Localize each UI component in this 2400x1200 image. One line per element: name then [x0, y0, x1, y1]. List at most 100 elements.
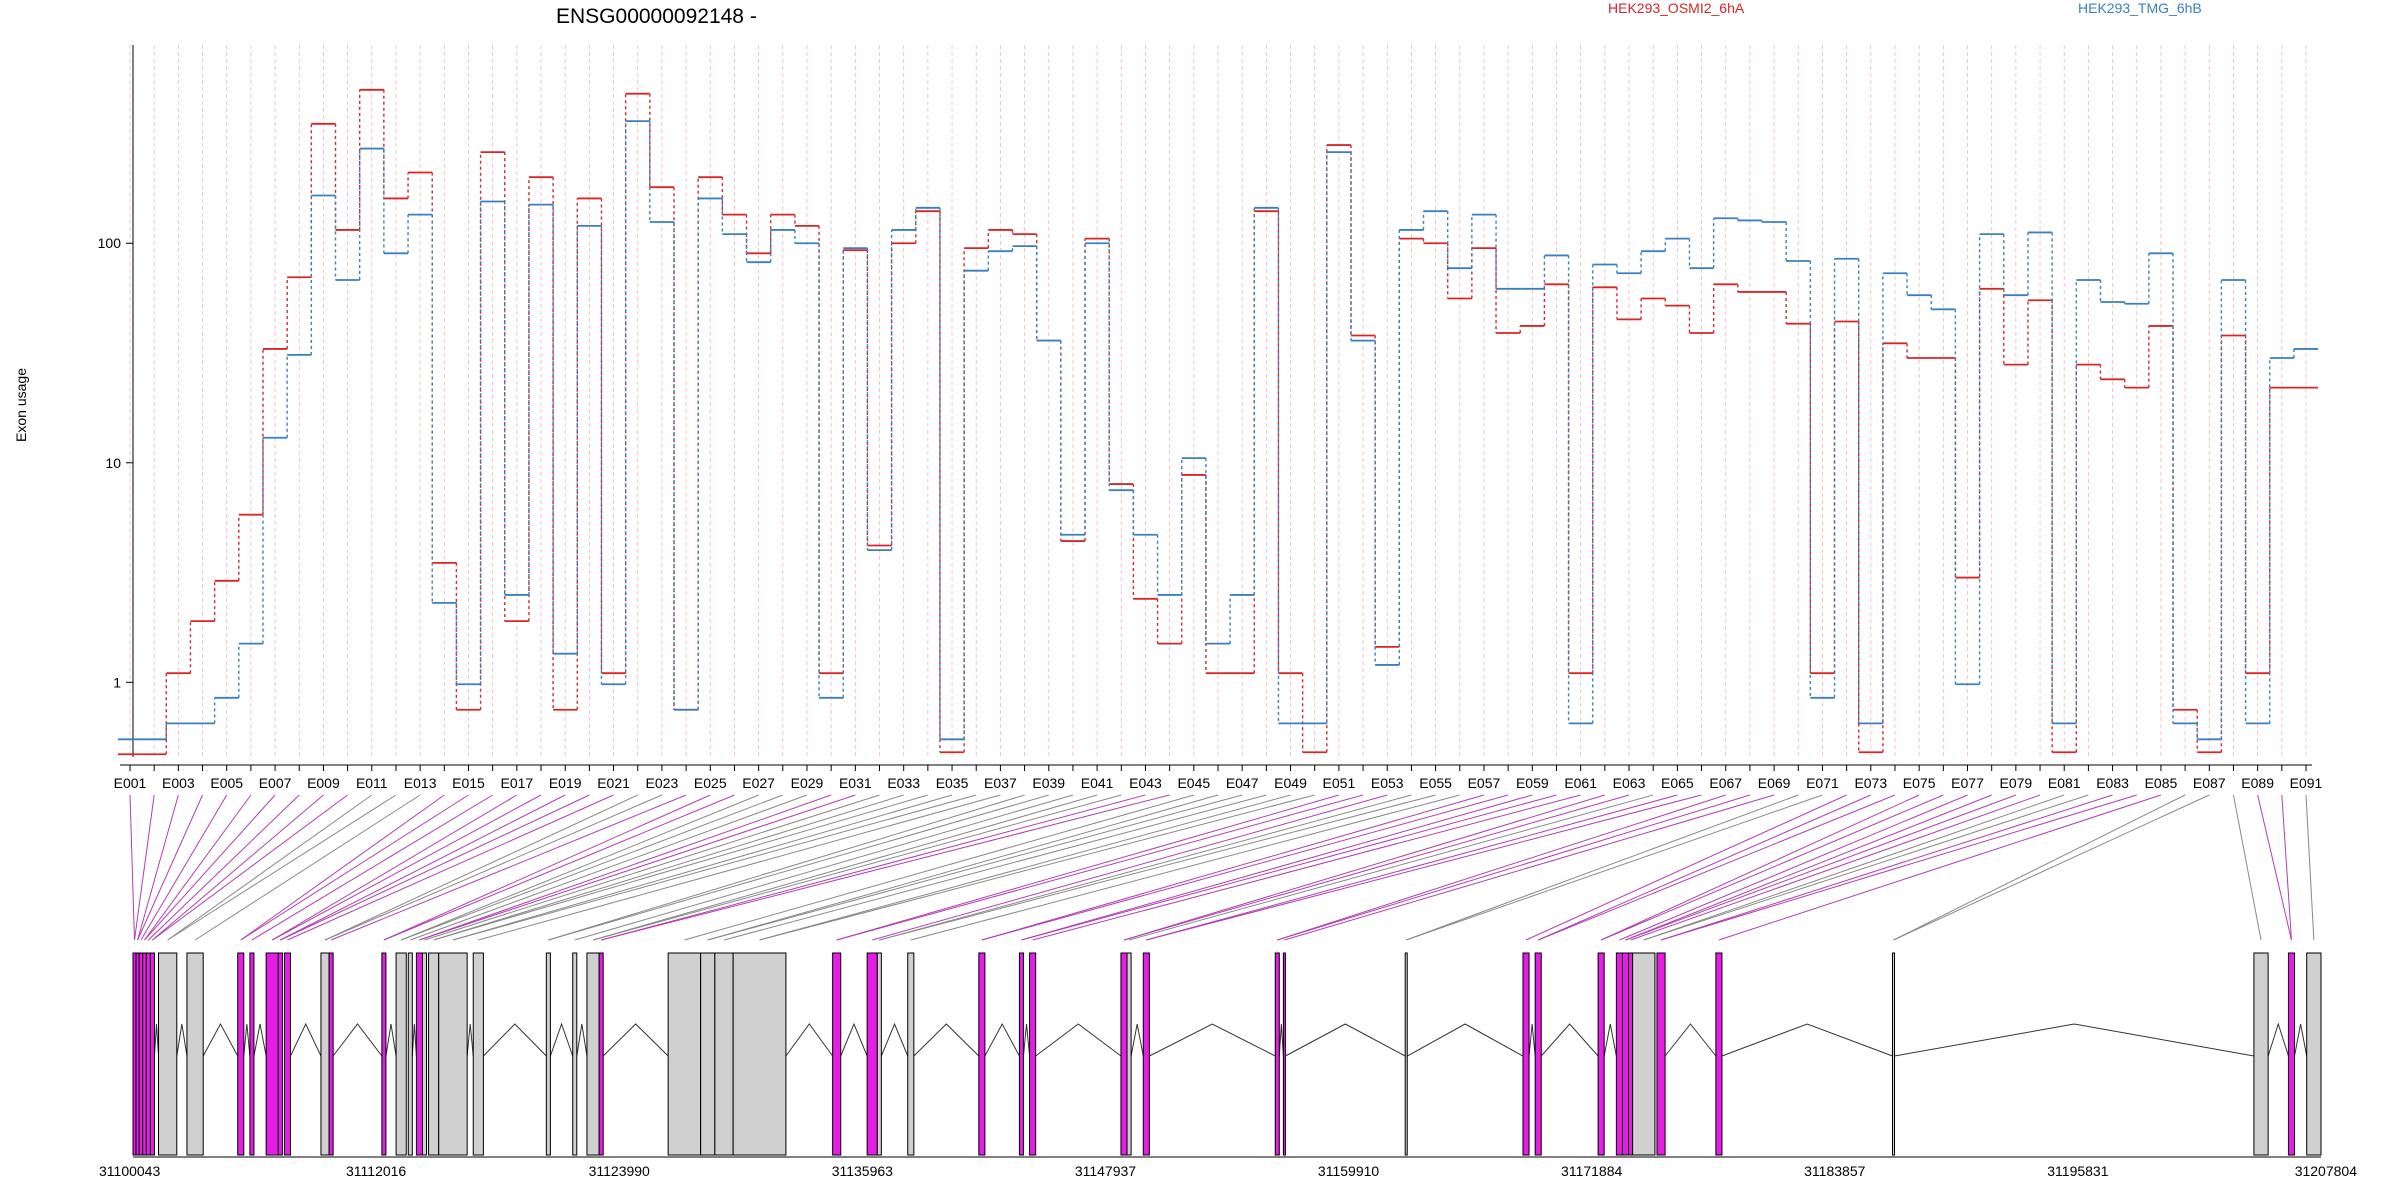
- x-tick-label: E041: [1081, 775, 1114, 791]
- exon-block: [158, 952, 178, 1156]
- exon-link: [1643, 794, 2089, 941]
- exon-block: [1274, 952, 1280, 1156]
- x-tick-label: E079: [2000, 775, 2033, 791]
- exon-link: [167, 794, 373, 941]
- intron-line: [913, 1023, 980, 1057]
- genomic-tick-label: 31171884: [1561, 1163, 1622, 1179]
- x-tick-label: E045: [1177, 775, 1210, 791]
- exon-link: [240, 794, 469, 941]
- exon-link: [478, 794, 1001, 941]
- exon-link: [140, 794, 228, 941]
- exon-link: [137, 794, 179, 941]
- exon-link: [152, 794, 324, 941]
- x-tick-label: E013: [404, 775, 437, 791]
- exon-link: [879, 794, 1412, 941]
- x-tick-label: E017: [500, 775, 533, 791]
- exon-block: [545, 952, 551, 1156]
- exon-link: [1718, 794, 2162, 941]
- x-tick-label: E071: [1806, 775, 1839, 791]
- exon-block: [421, 952, 428, 1156]
- exon-link: [1538, 794, 1896, 941]
- exon-link: [280, 794, 566, 941]
- exon-link: [981, 794, 1509, 941]
- exon-link: [144, 794, 276, 941]
- x-axis: E001 E003 E005 E007 E009 E011 E013 E015 E017 E019…: [114, 764, 2323, 791]
- exon-link: [137, 794, 203, 941]
- exon-block: [472, 952, 484, 1156]
- exon-link: [2281, 794, 2292, 941]
- exon-link: [601, 794, 1170, 941]
- exon-link: [167, 794, 397, 941]
- x-tick-label: E035: [936, 775, 969, 791]
- intron-line: [1149, 1023, 1276, 1057]
- exon-link: [400, 794, 783, 941]
- exon-block: [1404, 952, 1408, 1156]
- exon-block: [2287, 952, 2296, 1156]
- exon-link: [910, 794, 1460, 941]
- intron-line: [840, 1022, 868, 1057]
- exon-link: [433, 794, 904, 941]
- exon-link: [2305, 794, 2315, 941]
- exon-block: [2253, 952, 2269, 1156]
- exon-link: [1893, 794, 2210, 941]
- x-tick-label: E057: [1468, 775, 1501, 791]
- exon-block: [142, 952, 147, 1156]
- chart-title: ENSG00000092148 -: [556, 5, 757, 28]
- exon-block: [1534, 952, 1542, 1156]
- exon-link: [872, 794, 1388, 941]
- x-tick-label: E021: [597, 775, 630, 791]
- exon-link: [601, 794, 1146, 941]
- exon-link: [1021, 794, 1557, 941]
- intron-line: [1603, 1023, 1617, 1057]
- exon-link: [419, 794, 856, 941]
- genomic-tick-label: 31183857: [1804, 1163, 1865, 1179]
- exon-link: [144, 794, 252, 941]
- x-tick-label: E047: [1226, 775, 1259, 791]
- legend-label-osmi2: HEK293_OSMI2_6hA: [1608, 0, 1745, 16]
- exon-link: [574, 794, 1074, 941]
- x-tick-label: E061: [1564, 775, 1597, 791]
- intron-line: [1664, 1023, 1717, 1057]
- exon-link: [152, 794, 348, 941]
- intron-line: [483, 1023, 547, 1057]
- exon-block: [1715, 952, 1723, 1156]
- genomic-tick-label: 31159910: [1318, 1163, 1379, 1179]
- x-tick-label: E029: [791, 775, 824, 791]
- genomic-tick-label: 31195831: [2047, 1163, 2108, 1179]
- exon-link: [759, 794, 1291, 941]
- exon-link: [1643, 794, 2065, 941]
- y-tick-label: 1: [113, 674, 121, 690]
- exon-block: [395, 952, 407, 1156]
- x-tick-label: E003: [162, 775, 195, 791]
- exon-block: [1120, 952, 1128, 1156]
- exon-block: [1142, 952, 1150, 1156]
- exon-link: [1625, 794, 2017, 941]
- x-tick-label: E019: [549, 775, 582, 791]
- exon-link: [410, 794, 808, 941]
- exon-link: [452, 794, 977, 941]
- exon-block: [1656, 952, 1666, 1156]
- x-tick-label: E087: [2193, 775, 2226, 791]
- x-tick-label: E031: [839, 775, 872, 791]
- exon-link: [879, 794, 1436, 941]
- intron-line: [2267, 1022, 2289, 1057]
- exon-link: [1525, 794, 1847, 941]
- exon-link: [981, 794, 1485, 941]
- intron-line: [411, 1023, 417, 1057]
- exon-link: [133, 794, 155, 941]
- intron-line: [332, 1023, 383, 1057]
- exon-block: [407, 952, 413, 1156]
- exon-link: [419, 794, 832, 941]
- exon-block: [876, 952, 882, 1156]
- exon-link: [148, 794, 300, 941]
- exon-link: [836, 794, 1340, 941]
- exon-block: [1892, 952, 1896, 1156]
- x-tick-label: E033: [887, 775, 920, 791]
- exon-link: [1123, 794, 1605, 941]
- exon-link: [707, 794, 1219, 941]
- exon-link: [759, 794, 1315, 941]
- intron-line: [176, 1023, 188, 1057]
- exon-link: [707, 794, 1243, 941]
- intron-line: [2294, 1023, 2308, 1057]
- x-tick-label: E091: [2290, 775, 2323, 791]
